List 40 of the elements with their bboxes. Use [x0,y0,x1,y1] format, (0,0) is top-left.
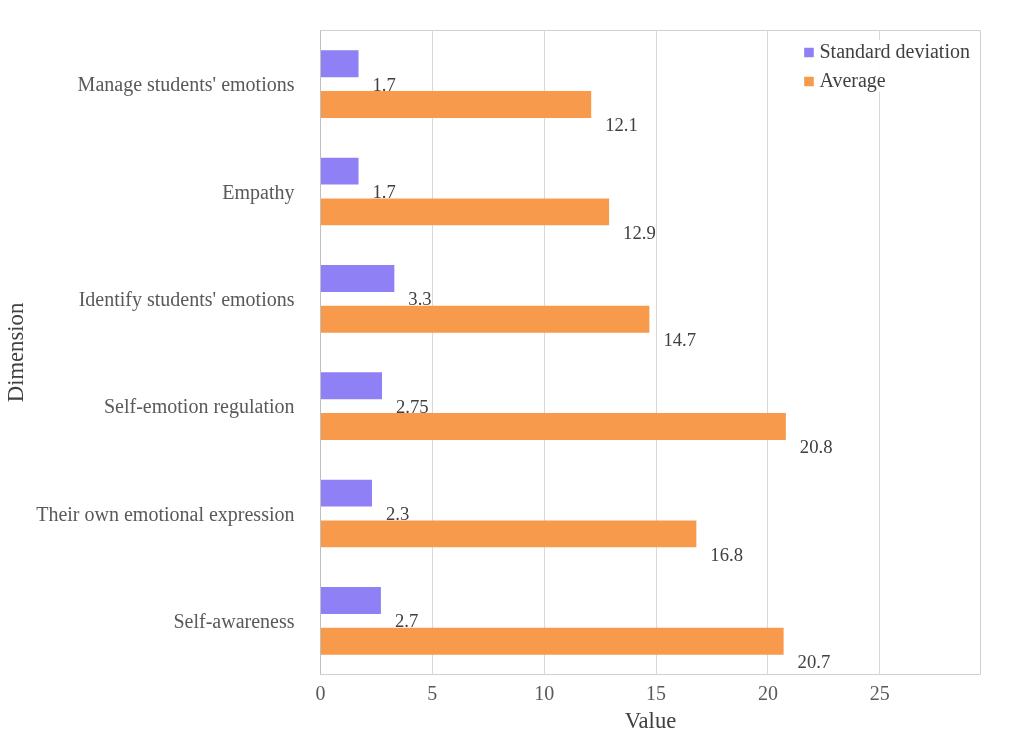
bar [320,91,592,119]
bar [320,157,359,185]
data-label: 12.1 [605,114,638,136]
x-tick-label: 25 [869,681,890,704]
y-tick-label: Manage students' emotions [77,73,295,97]
bar [320,627,784,655]
legend-label: Standard deviation [819,40,970,63]
data-label: 12.9 [623,221,656,243]
bar [320,586,381,614]
y-tick-label: Identify students' emotions [78,287,295,311]
data-label: 1.7 [372,73,396,95]
data-label: 1.7 [372,181,396,202]
y-axis-title: Dimension [3,302,29,403]
bar [320,50,359,78]
y-tick-label: Self-emotion regulation [103,395,295,419]
x-tick-label: 0 [315,681,326,704]
data-label: 3.3 [408,288,432,310]
data-label: 14.7 [663,329,697,351]
bar [320,305,650,333]
x-tick-label: 5 [427,681,438,704]
bar [320,198,610,226]
bar [320,372,383,400]
data-label: 16.8 [710,543,744,565]
x-tick-label: 15 [646,681,667,704]
y-tick-label: Their own emotional expression [36,502,295,526]
y-tick-label: Self-awareness [173,609,295,632]
data-label: 2.3 [385,503,410,524]
x-axis-title: Value [624,707,677,733]
bar [320,479,372,507]
legend-label: Average [819,69,886,92]
x-tick-label: 20 [757,681,778,704]
data-label: 2.75 [396,395,429,417]
x-tick-label: 10 [534,681,555,704]
data-label: 2.7 [394,610,419,632]
data-label: 20.7 [797,651,831,673]
y-tick-label: Empathy [222,180,295,204]
bar [320,264,395,292]
data-label: 20.8 [799,436,833,458]
bar [320,413,786,441]
bar [320,520,697,548]
